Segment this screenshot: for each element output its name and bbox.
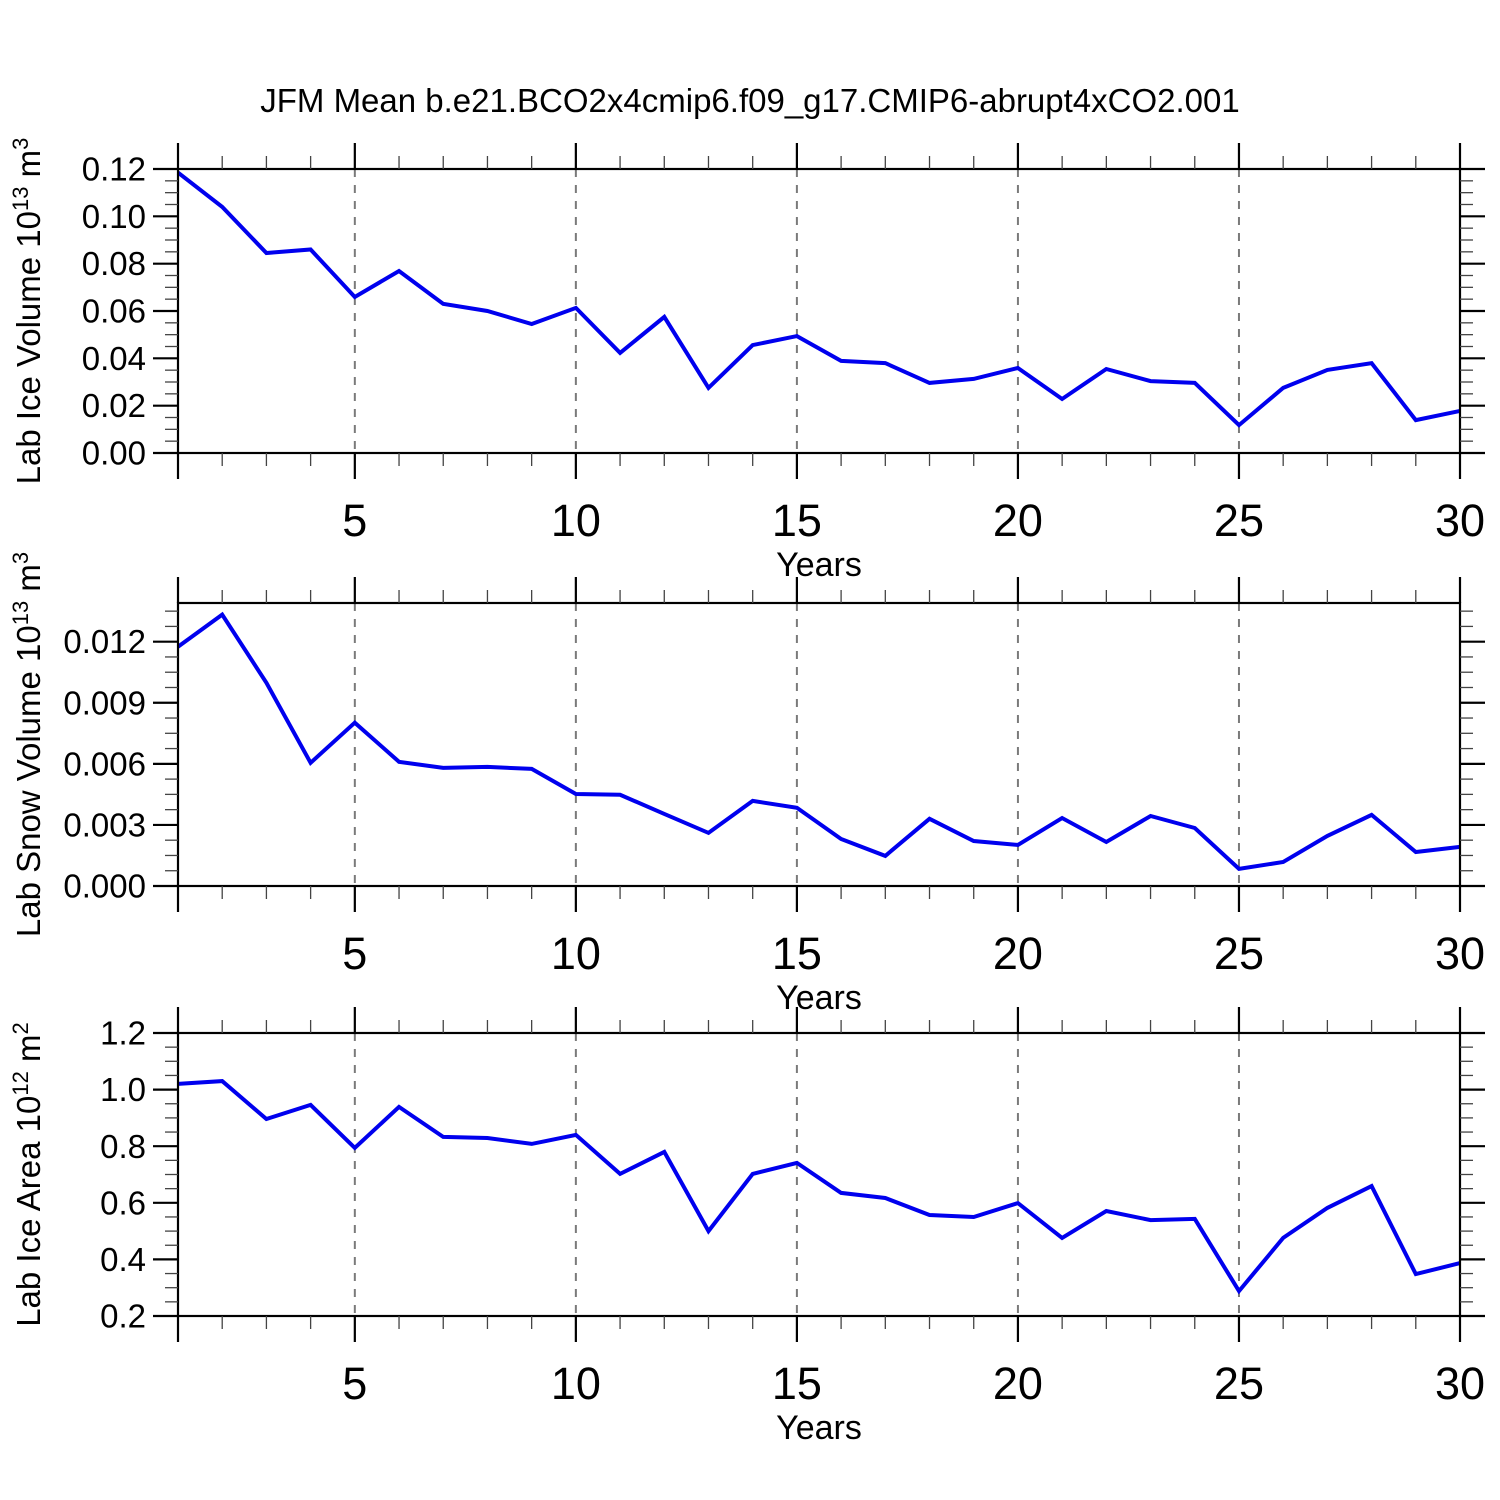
x-tick-label: 25 <box>1214 495 1264 546</box>
y-major-ticks <box>153 167 1485 455</box>
x-axis-title: Years <box>776 546 862 584</box>
y-minor-ticks <box>165 610 1473 872</box>
y-tick-label: 0.10 <box>82 198 146 235</box>
x-tick-label: 15 <box>772 928 822 979</box>
y-tick-label: 1.2 <box>100 1015 146 1052</box>
x-tick-label: 15 <box>772 1358 822 1409</box>
x-tick-label: 20 <box>993 495 1043 546</box>
y-major-ticks <box>153 1031 1485 1318</box>
data-line-lab-snow-volume <box>176 611 1461 872</box>
y-tick-label: 0.8 <box>100 1128 146 1165</box>
y-tick-label: 0.04 <box>82 340 146 377</box>
y-tick-label: 0.003 <box>63 806 146 843</box>
x-tick-label: 10 <box>551 495 601 546</box>
y-axis-title: Lab Ice Area 1012 m2 <box>8 1022 47 1327</box>
x-ticks <box>176 577 1462 912</box>
x-tick-label: 15 <box>772 495 822 546</box>
y-tick-label: 0.000 <box>63 868 146 905</box>
x-tick-label: 30 <box>1435 1358 1485 1409</box>
panel-lab-ice-volume: 0.00 0.02 0.04 0.06 0.08 0.10 0.12 5 10 15 20 25 30 Y… <box>8 138 1485 584</box>
y-axis-title: Lab Snow Volume 1013 m3 <box>8 552 47 937</box>
y-tick-label: 0.06 <box>82 293 146 330</box>
y-tick-label: 0.006 <box>63 745 146 782</box>
y-tick-label: 0.02 <box>82 387 146 424</box>
x-axis-title: Years <box>776 1409 862 1447</box>
y-major-ticks <box>153 640 1485 888</box>
x-tick-label: 5 <box>342 495 367 546</box>
data-line-lab-ice-area <box>177 1079 1461 1295</box>
x-tick-label: 10 <box>551 1358 601 1409</box>
y-tick-label: 0.00 <box>82 435 146 472</box>
y-minor-ticks <box>165 180 1473 442</box>
x-tick-label: 30 <box>1435 495 1485 546</box>
x-tick-label: 25 <box>1214 1358 1264 1409</box>
y-axis-title: Lab Ice Volume 1013 m3 <box>8 138 47 485</box>
data-line-lab-ice-volume <box>176 171 1461 428</box>
x-tick-label: 20 <box>993 1358 1043 1409</box>
y-tick-label: 0.08 <box>82 245 146 282</box>
y-tick-label: 0.12 <box>82 151 146 188</box>
x-ticks <box>176 1007 1462 1342</box>
y-tick-label: 0.6 <box>100 1184 146 1221</box>
x-tick-label: 5 <box>342 928 367 979</box>
x-tick-label: 5 <box>342 1358 367 1409</box>
y-tick-label: 0.009 <box>63 684 146 721</box>
x-tick-label: 20 <box>993 928 1043 979</box>
panel-frame <box>176 1031 1462 1318</box>
panel-frame <box>176 601 1462 888</box>
chart-title: JFM Mean b.e21.BCO2x4cmip6.f09_g17.CMIP6… <box>260 82 1240 119</box>
y-minor-ticks <box>165 1046 1473 1303</box>
x-tick-label: 25 <box>1214 928 1264 979</box>
x-ticks <box>176 143 1462 479</box>
y-tick-label: 0.4 <box>100 1241 146 1278</box>
panel-frame <box>176 167 1462 455</box>
x-axis-title: Years <box>776 979 862 1017</box>
panel-lab-snow-volume: 0.000 0.003 0.006 0.009 0.012 5 10 15 20 25 30 Year… <box>8 552 1485 1017</box>
panel-lab-ice-area: 0.2 0.4 0.6 0.8 1.0 1.2 5 10 15 20 25 30 Years Lab Ic… <box>8 1007 1485 1447</box>
y-tick-label: 1.0 <box>100 1071 146 1108</box>
y-tick-label: 0.2 <box>100 1298 146 1335</box>
y-tick-label: 0.012 <box>63 623 146 660</box>
x-tick-label: 10 <box>551 928 601 979</box>
x-tick-label: 30 <box>1435 928 1485 979</box>
